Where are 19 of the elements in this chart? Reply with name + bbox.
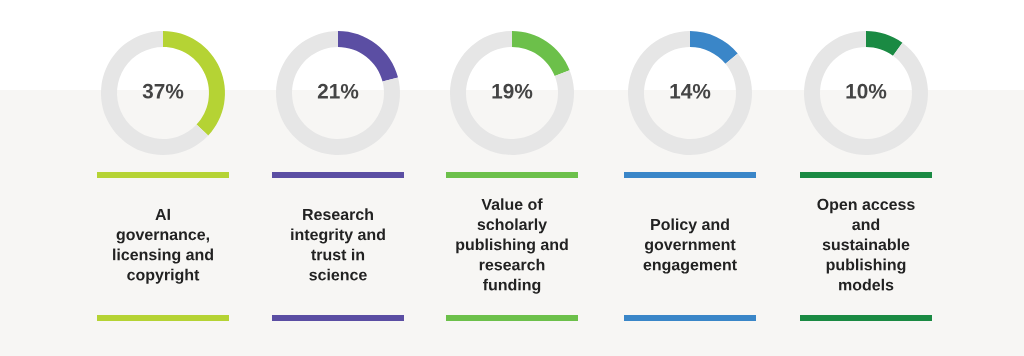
data-label: 10% <box>846 83 887 99</box>
donut-slice <box>101 31 209 155</box>
donut-slice <box>804 31 928 155</box>
data-label: 21% <box>317 83 359 99</box>
text: Open access and sustainable publishing models <box>817 198 915 291</box>
donut-slice <box>276 31 400 155</box>
donut-slice <box>512 31 570 77</box>
text: Policy and government engagement <box>643 218 737 274</box>
text: Value of scholarly publishing and research funding <box>456 198 568 294</box>
text: Research integrity and trust in science <box>291 208 385 281</box>
donut-slice <box>628 31 752 155</box>
donut-slice <box>338 31 399 82</box>
text: AI governance, licensing and copyright <box>113 208 213 284</box>
donut-slice <box>866 31 903 56</box>
data-label: 19% <box>492 83 533 99</box>
data-label: 14% <box>670 83 711 99</box>
data-label: 37% <box>142 83 184 99</box>
donut-slice <box>450 31 574 155</box>
donut-slice <box>690 31 738 64</box>
